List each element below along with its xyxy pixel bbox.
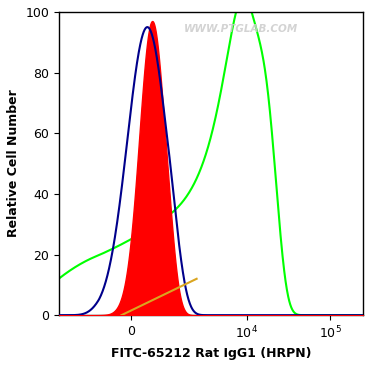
Y-axis label: Relative Cell Number: Relative Cell Number xyxy=(7,90,20,237)
X-axis label: FITC-65212 Rat IgG1 (HRPN): FITC-65212 Rat IgG1 (HRPN) xyxy=(111,347,311,360)
Text: WWW.PTGLAB.COM: WWW.PTGLAB.COM xyxy=(184,24,299,34)
